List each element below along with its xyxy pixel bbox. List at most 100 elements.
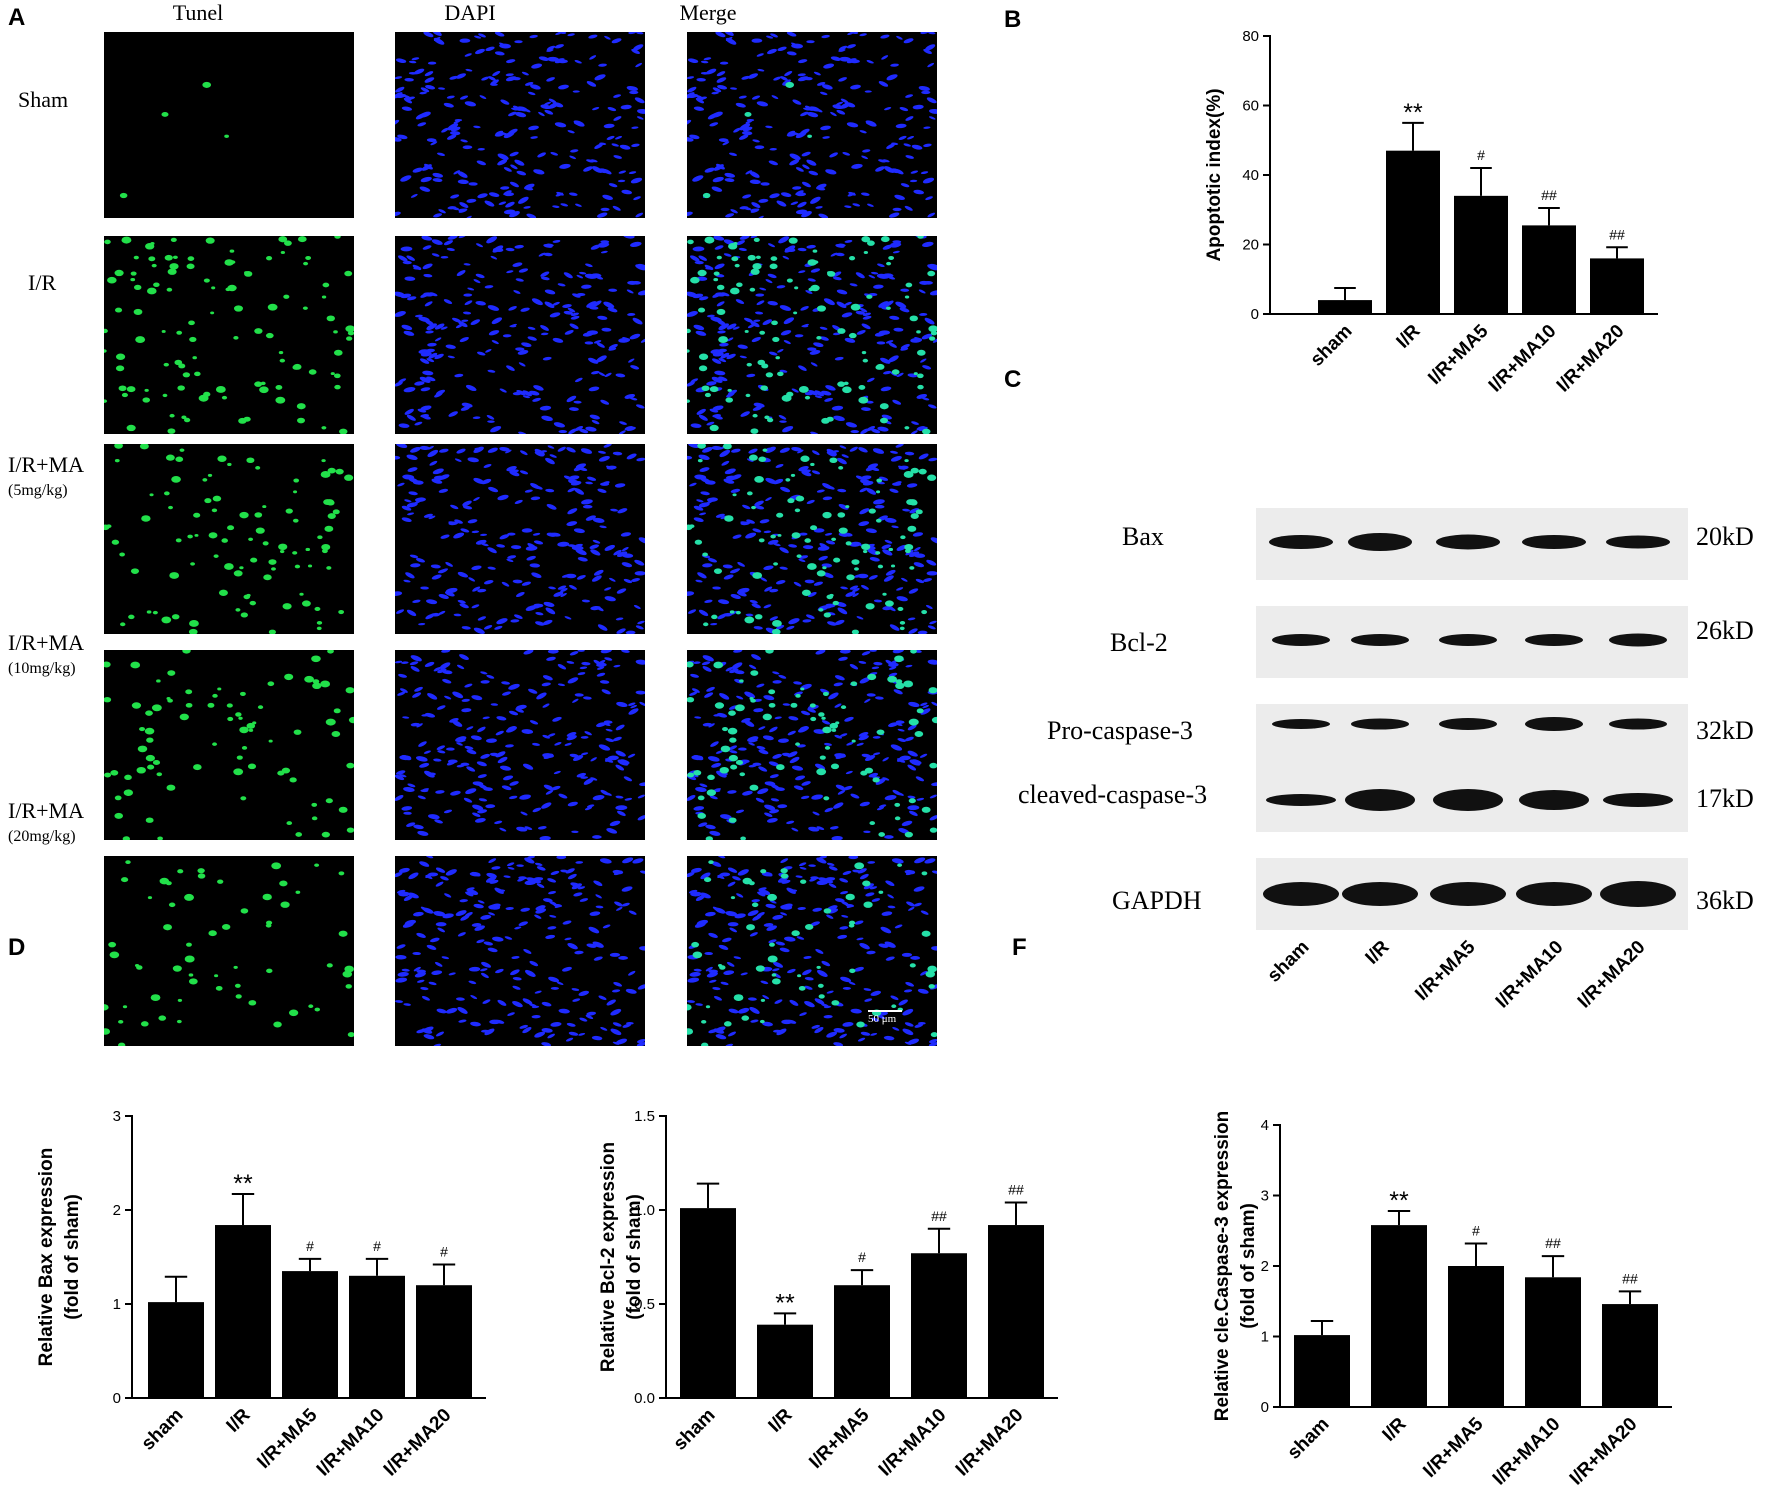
bar-I/R+MA20: [1590, 258, 1644, 314]
row-label-ir: I/R: [28, 270, 57, 295]
bar-I/R+MA5: [282, 1271, 338, 1398]
micrograph-merge-row-1: [687, 32, 937, 218]
y-tick-label: 3: [113, 1108, 121, 1125]
x-tick-label: I/R: [1379, 1413, 1411, 1445]
blot-label-bcl2: Bcl-2: [1110, 628, 1168, 657]
blot-band: [1522, 535, 1586, 549]
bar-I/R+MA5: [834, 1285, 890, 1398]
kd-label-bcl2: 26kD: [1696, 616, 1754, 645]
blot-band: [1606, 535, 1670, 549]
blot-bands: [1263, 533, 1676, 907]
y-tick-label: 0.5: [634, 1296, 655, 1313]
bar-I/R+MA5: [1454, 195, 1508, 314]
blot-band: [1525, 634, 1583, 646]
bar-I/R: [215, 1225, 271, 1398]
column-header-dapi: DAPI: [444, 0, 496, 25]
bar-sham: [1294, 1335, 1350, 1407]
blot-band: [1525, 717, 1583, 731]
x-tick-label: I/R+MA20: [380, 1405, 456, 1481]
bar-I/R: [1386, 150, 1440, 314]
x-tick-label: sham: [1307, 321, 1357, 371]
micrograph-tunel-row-5: [104, 856, 354, 1046]
blot-label-bax: Bax: [1122, 522, 1164, 551]
blot-band: [1342, 882, 1418, 906]
row-label-sham: Sham: [18, 87, 69, 112]
micrograph-dapi-row-2: [395, 236, 645, 434]
bar-I/R: [1371, 1225, 1427, 1407]
blot-band: [1600, 881, 1676, 907]
lane-label: I/R+MA20: [1574, 937, 1650, 1013]
blot-band: [1609, 633, 1667, 647]
blot-band: [1348, 533, 1412, 551]
significance-mark: ##: [1622, 1270, 1638, 1286]
bar-sham: [1318, 300, 1372, 314]
blot-band: [1516, 882, 1592, 906]
micrograph-dapi-row-4: [395, 650, 645, 840]
x-tick-label: I/R+MA5: [1419, 1413, 1488, 1482]
y-tick-label: 0.0: [634, 1390, 655, 1407]
y-tick-label: 40: [1242, 167, 1259, 184]
significance-mark: #: [440, 1244, 448, 1260]
significance-mark: ##: [1545, 1235, 1561, 1251]
panel-letter-a: A: [8, 4, 26, 31]
y-tick-label: 1.5: [634, 1108, 655, 1125]
chart-relative-bax: 0 1 2 3 sham ** I/R # I/R+MA5 # I/R+MA10 # I/R+MA20 R…: [36, 1108, 486, 1481]
micrograph-merge-row-5: [687, 856, 937, 1046]
significance-mark: #: [858, 1249, 866, 1265]
blot-band: [1603, 793, 1673, 807]
chart-apoptotic-index: 0 20 40 60 80 sham ** I/R # I/R+MA5 ## I/R+MA10 ## I/…: [1204, 28, 1658, 397]
row-label-ma5: I/R+MA (5mg/kg): [8, 452, 84, 499]
bar-sham: [680, 1208, 736, 1398]
y-tick-label: 2: [113, 1202, 121, 1219]
significance-mark: **: [1403, 99, 1423, 127]
bar-I/R+MA20: [1602, 1304, 1658, 1407]
micrograph-merge-row-3: [687, 444, 937, 634]
significance-mark: **: [1389, 1187, 1409, 1215]
lane-label: I/R: [1362, 936, 1394, 968]
bar-I/R+MA20: [988, 1225, 1044, 1398]
y-axis-label-units: (fold of sham): [624, 1194, 645, 1320]
blot-band: [1272, 719, 1330, 729]
blot-band: [1433, 789, 1503, 811]
panel-letter-d: D: [8, 934, 26, 961]
y-tick-label: 20: [1242, 237, 1259, 254]
kd-label-bax: 20kD: [1696, 522, 1754, 551]
x-tick-label: I/R+MA10: [313, 1405, 389, 1481]
y-axis-label: Relative Bcl-2 expression: [600, 1142, 619, 1372]
micrograph-tunel-row-1: [104, 32, 354, 218]
blot-band: [1266, 794, 1336, 806]
blot-label-cleaved-caspase3: cleaved-caspase-3: [1018, 780, 1208, 809]
lane-label: I/R+MA10: [1492, 937, 1568, 1013]
blot-band: [1269, 535, 1333, 549]
significance-mark: #: [1477, 147, 1485, 163]
y-tick-label: 60: [1242, 98, 1259, 115]
micrograph-merge-row-2: [687, 236, 937, 434]
y-tick-label: 0: [1251, 306, 1259, 323]
micrograph-dapi-row-3: [395, 444, 645, 634]
blot-band: [1263, 882, 1339, 906]
significance-mark: ##: [1609, 226, 1625, 242]
micrograph-tunel-row-4: [104, 650, 354, 840]
x-tick-label: sham: [1284, 1414, 1334, 1464]
x-tick-label: I/R+MA20: [1566, 1414, 1642, 1490]
micrograph-dapi-row-5: [395, 856, 645, 1046]
x-tick-label: I/R+MA5: [805, 1404, 874, 1473]
blot-band: [1436, 534, 1500, 550]
significance-mark: #: [373, 1238, 381, 1254]
blot-band: [1439, 634, 1497, 646]
row-label-ma20: I/R+MA (20mg/kg): [8, 798, 84, 845]
bar-I/R: [757, 1324, 813, 1398]
y-tick-label: 4: [1261, 1117, 1269, 1134]
bar-I/R+MA5: [1448, 1266, 1504, 1407]
x-tick-label: I/R+MA5: [253, 1404, 322, 1473]
bar-sham: [148, 1302, 204, 1398]
kd-label-pro-caspase3: 32kD: [1696, 716, 1754, 745]
significance-mark: ##: [1008, 1181, 1024, 1197]
blot-band: [1272, 634, 1330, 646]
y-axis-label: Relative cle.Caspase-3 expression: [1214, 1111, 1233, 1422]
blot-band: [1519, 790, 1589, 810]
blot-band: [1439, 718, 1497, 730]
x-tick-label: I/R+MA10: [1485, 321, 1561, 397]
chart-relative-bcl2: 0.0 0.5 1.0 1.5 sham ** I/R # I/R+MA5 ## I/R+MA10 #…: [600, 1108, 1058, 1480]
column-header-merge: Merge: [679, 0, 737, 25]
